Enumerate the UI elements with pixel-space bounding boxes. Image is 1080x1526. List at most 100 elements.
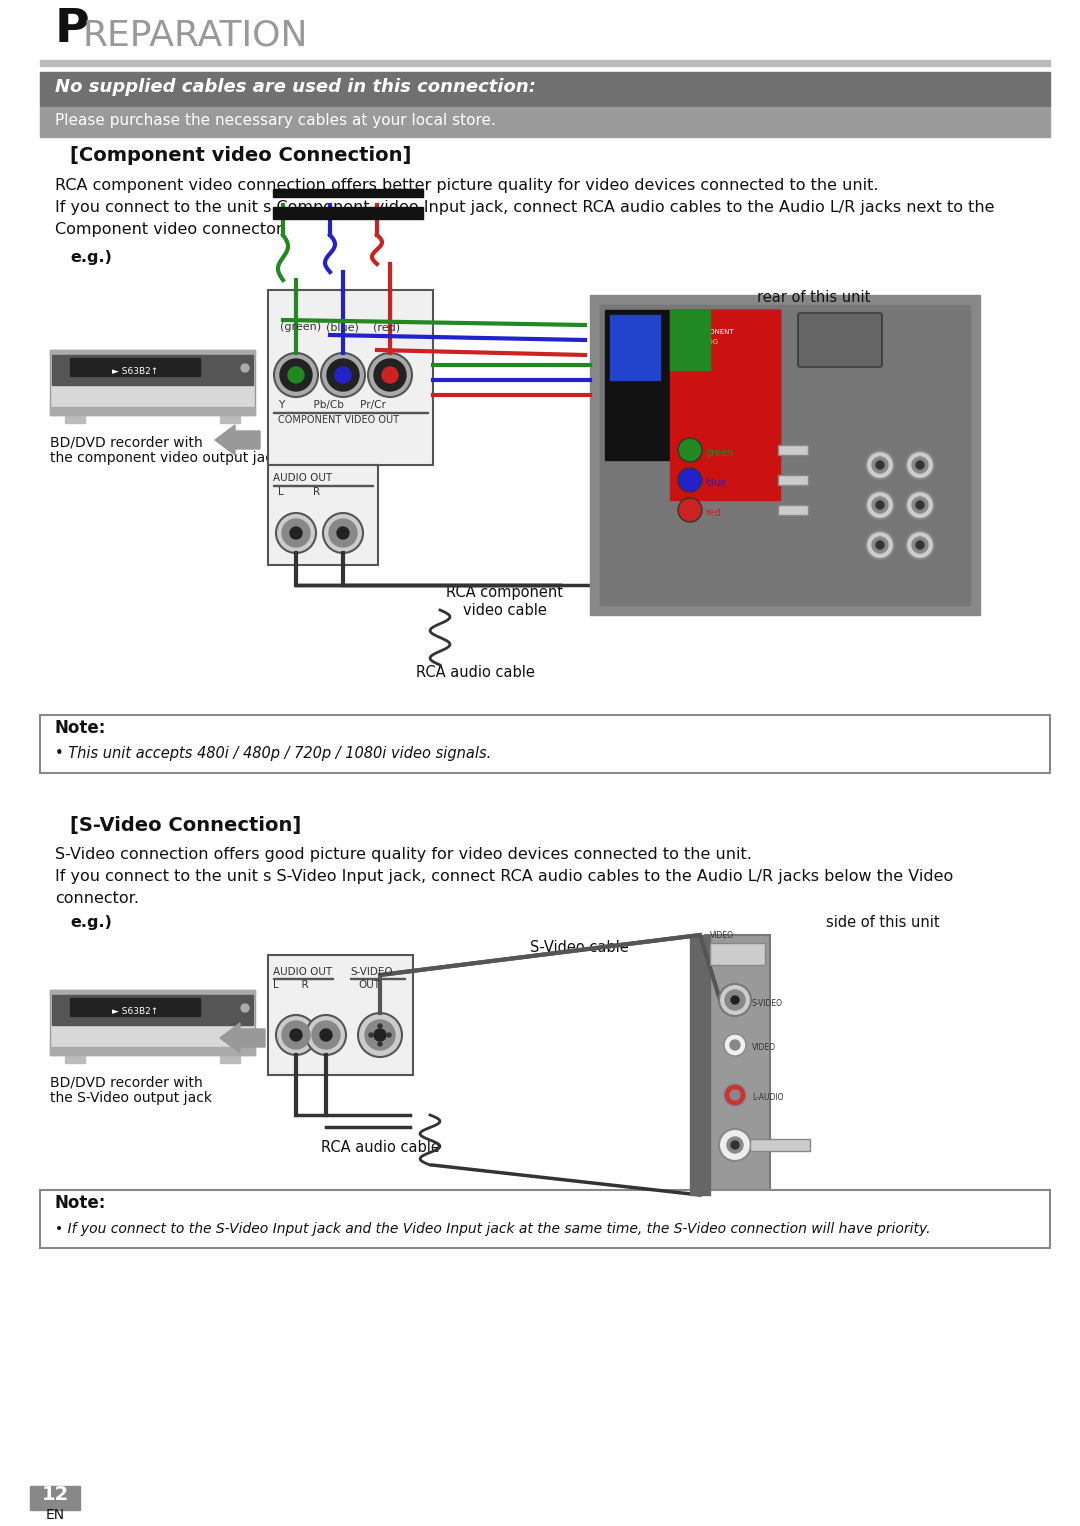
Circle shape [866,491,894,519]
Text: L-AUDIO: L-AUDIO [752,1094,783,1102]
Text: (blue): (blue) [326,322,359,333]
Circle shape [678,497,702,522]
Circle shape [872,456,888,473]
Bar [30,1486,80,1511]
Text: e.g.): e.g.) [70,916,112,929]
Circle shape [906,491,934,519]
Text: RCA component: RCA component [446,584,564,600]
Circle shape [730,1041,740,1050]
Text: BD/DVD recorder with
the component video output jack: BD/DVD recorder with the component video… [50,435,281,465]
Bar [750,1138,810,1151]
Circle shape [876,461,885,468]
Circle shape [276,1015,316,1054]
Circle shape [866,531,894,559]
Circle shape [374,359,406,391]
Bar [50,349,255,415]
Text: • If you connect to the S-Video Input jack and the Video Input jack at the same : • If you connect to the S-Video Input ja… [55,1222,931,1236]
Bar [50,407,255,415]
Circle shape [724,1035,746,1056]
Circle shape [678,438,702,462]
Text: [Component video Connection]: [Component video Connection] [70,146,411,165]
Bar [40,60,1050,66]
Text: connector.: connector. [55,891,139,906]
Text: If you connect to the unit s Component video Input jack, connect RCA audio cable: If you connect to the unit s Component v… [55,200,995,215]
Text: OUT: OUT [357,980,380,990]
Circle shape [369,1033,373,1038]
Bar [50,990,255,995]
Circle shape [329,519,357,546]
Bar [70,359,200,375]
Text: Note:: Note: [55,1193,106,1212]
Circle shape [719,1129,751,1161]
Bar [52,356,253,385]
Circle shape [912,537,928,552]
Circle shape [866,452,894,479]
Circle shape [912,456,928,473]
Bar [40,72,1050,107]
Bar [40,107,1050,137]
Bar [670,310,710,369]
Circle shape [876,542,885,549]
Text: L         R: L R [278,487,320,497]
Circle shape [916,542,924,549]
Text: e.g.): e.g.) [70,250,112,266]
Circle shape [387,1033,391,1038]
Text: blue: blue [705,478,726,488]
Text: RCA component video connection offers better picture quality for video devices c: RCA component video connection offers be… [55,179,878,192]
Bar [670,310,780,501]
Bar [40,1190,1050,1248]
Bar [268,290,433,465]
Bar [268,465,378,565]
Circle shape [678,468,702,491]
Bar [778,505,808,514]
Text: COMPONENT VIDEO OUT: COMPONENT VIDEO OUT [278,415,399,426]
Circle shape [365,1019,395,1050]
Text: [S-Video Connection]: [S-Video Connection] [70,816,301,835]
Circle shape [291,526,302,539]
Bar [220,1054,240,1064]
Bar [590,295,980,615]
Circle shape [374,1029,386,1041]
Circle shape [916,501,924,510]
Text: rear of this unit: rear of this unit [757,290,870,305]
Bar [220,415,240,423]
Circle shape [312,1021,340,1048]
Bar [610,314,660,380]
Text: Component video connector.: Component video connector. [55,221,286,237]
Text: S-Video connection offers good picture quality for video devices connected to th: S-Video connection offers good picture q… [55,847,752,862]
Text: • This unit accepts 480i / 480p / 720p / 1080i video signals.: • This unit accepts 480i / 480p / 720p /… [55,746,491,761]
Bar [50,1047,255,1054]
Circle shape [906,531,934,559]
Circle shape [280,359,312,391]
Text: red: red [705,508,720,517]
Circle shape [872,497,888,513]
Text: EN: EN [45,1508,65,1521]
Bar [50,349,255,356]
Text: RCA audio cable: RCA audio cable [416,665,535,681]
Text: L       R: L R [273,980,309,990]
Text: (red): (red) [373,322,400,333]
Bar [600,305,970,604]
Circle shape [731,996,739,1004]
Circle shape [337,526,349,539]
Bar [690,935,710,1195]
Text: If you connect to the unit s S-Video Input jack, connect RCA audio cables to the: If you connect to the unit s S-Video Inp… [55,868,954,884]
Circle shape [241,365,249,372]
Circle shape [276,513,316,552]
Bar [705,935,770,1195]
Text: RCA audio cable: RCA audio cable [321,1140,440,1155]
Circle shape [727,1137,743,1154]
Text: P: P [55,8,90,52]
Circle shape [724,1083,746,1106]
Circle shape [906,452,934,479]
Text: 12: 12 [41,1485,69,1505]
Text: No supplied cables are used in this connection:: No supplied cables are used in this conn… [55,78,536,96]
Circle shape [912,497,928,513]
Bar [70,998,200,1016]
Text: ► S63B2↑: ► S63B2↑ [112,1007,158,1016]
Bar [605,310,780,459]
Text: green: green [705,449,733,458]
Text: side of this unit: side of this unit [826,916,940,929]
Bar [65,415,85,423]
Circle shape [288,366,303,383]
